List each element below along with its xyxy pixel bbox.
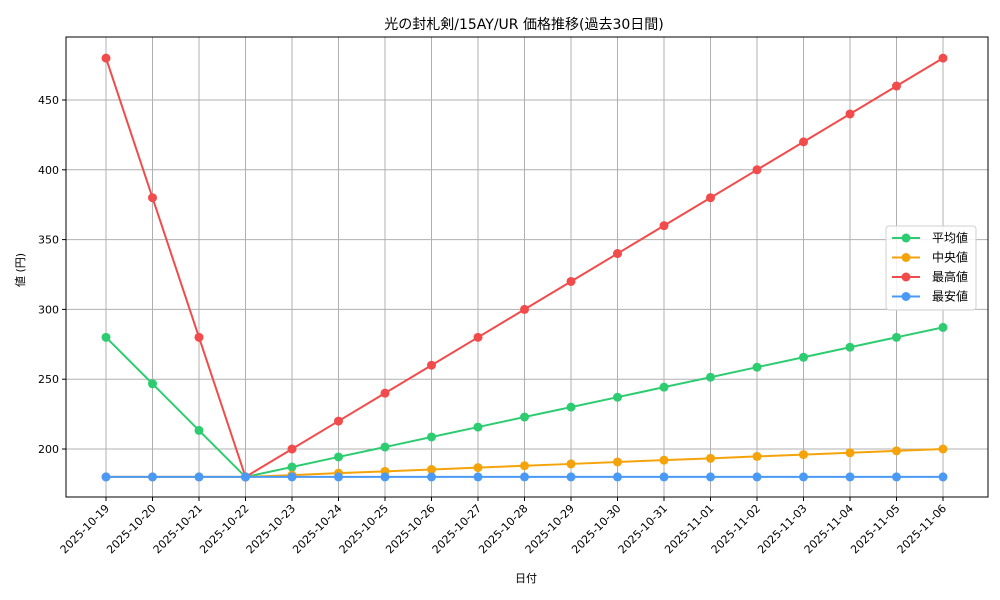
legend-marker-icon — [901, 272, 911, 282]
y-tick-label: 350 — [38, 234, 59, 247]
data-point — [659, 455, 669, 465]
data-point — [101, 53, 111, 63]
legend-item: 最安値 — [892, 289, 968, 304]
data-point — [892, 472, 901, 482]
data-point — [613, 472, 622, 482]
y-axis-label: 値 (円) — [14, 253, 27, 287]
data-point — [101, 472, 111, 482]
data-point — [520, 304, 529, 314]
data-point — [752, 451, 762, 461]
data-point — [380, 472, 390, 482]
y-tick-label: 200 — [38, 443, 59, 456]
legend-item: 最高値 — [892, 269, 968, 284]
data-point — [148, 379, 157, 389]
plot-frame — [65, 36, 989, 498]
data-point — [706, 193, 715, 203]
data-point — [427, 360, 436, 370]
data-point — [473, 472, 483, 482]
data-point — [148, 472, 157, 482]
legend-label: 最高値 — [932, 269, 968, 284]
legend-box — [885, 225, 977, 311]
x-axis: 2025-10-192025-10-202025-10-212025-10-22… — [58, 497, 949, 556]
data-point — [194, 425, 204, 435]
legend-label: 平均値 — [932, 230, 968, 245]
data-point — [659, 221, 669, 231]
y-axis: 200 250 300 350 400 450 — [38, 94, 66, 456]
data-point — [520, 461, 529, 471]
data-point — [892, 81, 901, 91]
legend-label: 最安値 — [932, 289, 968, 304]
legend-marker-icon — [901, 233, 911, 243]
data-point — [241, 472, 250, 482]
data-point — [938, 322, 948, 332]
data-point — [380, 442, 390, 452]
data-point — [520, 472, 529, 482]
data-point — [752, 362, 762, 372]
data-point — [427, 465, 436, 475]
y-tick-label: 400 — [38, 164, 59, 177]
data-point — [752, 472, 762, 482]
data-point — [706, 453, 715, 463]
legend-marker-icon — [901, 292, 911, 301]
data-point — [706, 472, 715, 482]
chart-title: 光の封札剣/15AY/UR 価格推移(過去30日間) — [384, 17, 663, 33]
data-point — [380, 388, 390, 398]
data-point — [473, 422, 483, 432]
legend-marker-icon — [901, 253, 911, 262]
data-point — [566, 472, 576, 482]
data-point — [427, 432, 436, 442]
data-point — [520, 412, 529, 422]
y-tick-label: 250 — [38, 373, 59, 386]
data-point — [659, 382, 669, 392]
data-point — [566, 276, 576, 286]
legend-label: 中央値 — [932, 250, 968, 265]
data-point — [938, 53, 948, 63]
data-point — [473, 463, 483, 473]
data-point — [845, 342, 855, 352]
data-point — [613, 249, 622, 259]
legend-item: 中央値 — [892, 250, 968, 265]
data-point — [473, 332, 483, 342]
data-point — [799, 450, 808, 460]
grid-lines — [66, 37, 988, 497]
data-point — [845, 472, 855, 482]
data-point — [938, 444, 948, 454]
data-point — [659, 472, 669, 482]
data-point — [334, 452, 343, 462]
data-point — [566, 459, 576, 469]
data-point — [101, 332, 111, 342]
data-point — [938, 472, 948, 482]
data-point — [287, 472, 297, 482]
y-tick-label: 300 — [38, 303, 59, 316]
data-point — [287, 444, 297, 454]
data-point — [892, 332, 901, 342]
data-point — [706, 372, 715, 382]
data-point — [427, 472, 436, 482]
data-point — [334, 416, 343, 426]
data-point — [194, 472, 204, 482]
data-point — [148, 193, 157, 203]
data-point — [613, 392, 622, 402]
data-point — [287, 462, 297, 472]
data-point — [799, 137, 808, 147]
y-tick-label: 450 — [38, 94, 59, 107]
data-point — [752, 165, 762, 175]
data-series — [101, 53, 948, 482]
series-3 — [101, 472, 948, 482]
legend-item: 平均値 — [892, 230, 968, 245]
data-point — [845, 109, 855, 119]
x-axis-label: 日付 — [515, 572, 537, 585]
data-point — [566, 402, 576, 412]
data-point — [613, 457, 622, 467]
data-point — [194, 332, 204, 342]
data-point — [799, 352, 808, 362]
x-tick-label: 2025-11-06 — [895, 502, 949, 556]
data-point — [334, 472, 343, 482]
data-point — [799, 472, 808, 482]
data-point — [892, 446, 901, 456]
data-point — [845, 448, 855, 458]
